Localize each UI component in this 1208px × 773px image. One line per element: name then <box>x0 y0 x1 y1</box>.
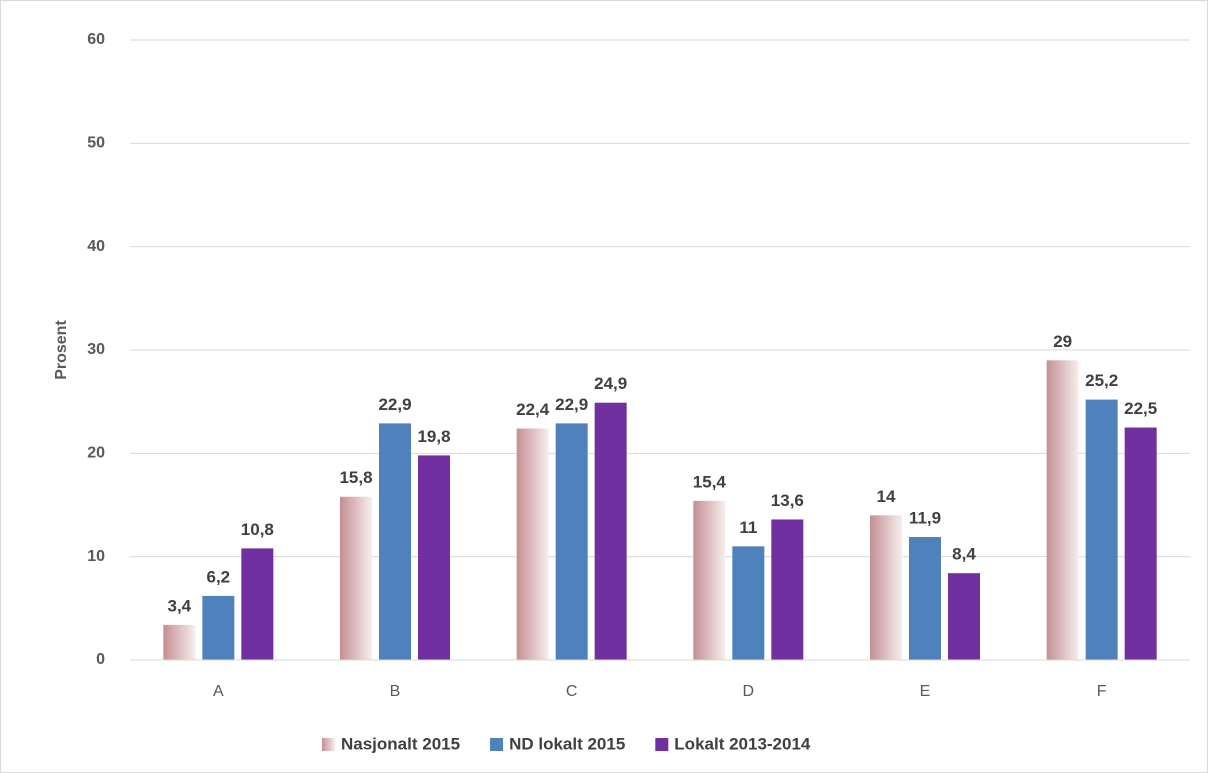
value-label: 24,9 <box>594 374 627 393</box>
bar <box>732 546 765 660</box>
y-tick-label: 30 <box>87 341 105 358</box>
value-label: 15,4 <box>693 472 727 491</box>
bar <box>340 496 372 660</box>
bar <box>870 515 902 660</box>
bar <box>241 548 274 660</box>
y-tick-label: 60 <box>87 31 105 48</box>
value-label: 22,9 <box>378 395 411 414</box>
bar <box>771 519 804 660</box>
y-tick-label: 10 <box>87 548 105 565</box>
value-label: 29 <box>1053 332 1072 351</box>
y-tick-label: 50 <box>87 135 105 152</box>
bar <box>418 455 450 660</box>
value-label: 11 <box>739 518 757 537</box>
bar <box>1124 427 1157 660</box>
value-label: 3,4 <box>168 596 192 615</box>
value-label: 25,2 <box>1085 371 1118 390</box>
legend-label: Lokalt 2013-2014 <box>674 734 811 753</box>
x-tick-label: B <box>390 683 401 700</box>
bar <box>163 624 196 660</box>
bar <box>1046 360 1079 660</box>
x-tick-label: F <box>1097 683 1107 700</box>
bar <box>379 423 411 660</box>
y-tick-label: 20 <box>87 445 105 462</box>
value-label: 13,6 <box>771 491 804 510</box>
bar <box>948 573 980 660</box>
bar <box>1085 399 1118 660</box>
y-tick-label: 40 <box>87 238 105 255</box>
bar <box>909 537 941 660</box>
bar <box>594 402 627 660</box>
x-tick-label: E <box>920 683 931 700</box>
bar <box>555 423 588 660</box>
value-label: 10,8 <box>241 520 274 539</box>
bar <box>693 500 726 660</box>
value-label: 19,8 <box>417 427 450 446</box>
value-label: 22,4 <box>516 400 550 419</box>
legend-swatch <box>490 738 504 751</box>
legend-swatch <box>322 738 335 751</box>
bar <box>516 428 549 660</box>
x-tick-label: D <box>743 683 755 700</box>
x-tick-label: A <box>213 683 224 700</box>
legend-label: ND lokalt 2015 <box>509 734 625 753</box>
y-tick-label: 0 <box>96 651 105 668</box>
value-label: 22,9 <box>555 395 588 414</box>
value-label: 15,8 <box>339 468 372 487</box>
value-label: 6,2 <box>207 567 231 586</box>
legend-swatch <box>655 738 669 751</box>
value-label: 8,4 <box>952 545 976 564</box>
value-label: 11,9 <box>909 509 941 528</box>
bar <box>202 595 235 660</box>
value-label: 14 <box>877 487 896 506</box>
y-axis-title: Prosent <box>53 320 70 380</box>
x-tick-label: C <box>566 683 578 700</box>
value-label: 22,5 <box>1124 399 1157 418</box>
legend-label: Nasjonalt 2015 <box>341 734 460 753</box>
